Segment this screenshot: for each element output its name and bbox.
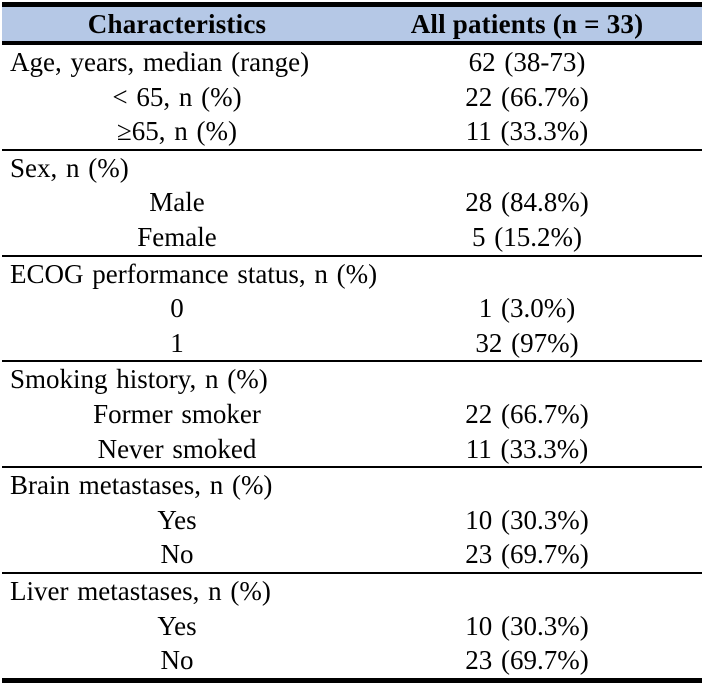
row-subitem-label: Male — [149, 187, 205, 218]
row-value — [352, 254, 702, 292]
table-row: 0 1 (3.0%) — [2, 291, 702, 326]
row-value: 11 (33.3%) — [465, 116, 589, 147]
table-row: Sex, n (%) — [2, 148, 702, 186]
row-subitem-label: Former smoker — [93, 398, 261, 429]
row-subitem-label: < 65, n (%) — [112, 81, 242, 112]
row-value: 23 (69.7%) — [465, 539, 589, 570]
row-value — [352, 360, 702, 397]
row-value: 11 (33.3%) — [465, 433, 589, 464]
header-cell-characteristics: Characteristics — [2, 4, 352, 45]
table-row: < 65, n (%) 22 (66.7%) — [2, 80, 702, 115]
row-subitem-label: No — [160, 539, 194, 570]
table-header: Characteristics All patients (n = 33) — [2, 4, 702, 45]
table-row: Male 28 (84.8%) — [2, 185, 702, 220]
table-row: Age, years, median (range) 62 (38-73) — [2, 43, 702, 80]
row-value: 22 (66.7%) — [465, 81, 589, 112]
table-row: Yes 10 (30.3%) — [2, 609, 702, 644]
row-subitem-label: Female — [137, 221, 217, 252]
table-body: Age, years, median (range) 62 (38-73) < 65… — [2, 43, 702, 680]
row-value: 62 (38-73) — [468, 47, 586, 77]
row-section-label: Smoking history, n (%) — [2, 360, 352, 397]
table-row: Female 5 (15.2%) — [2, 220, 702, 256]
table-row: Never smoked 11 (33.3%) — [2, 432, 702, 468]
header-cell-all-patients: All patients (n = 33) — [352, 4, 702, 45]
table-row: ECOG performance status, n (%) — [2, 254, 702, 292]
row-subitem-label: ≥65, n (%) — [116, 116, 238, 147]
row-subitem-label: No — [160, 645, 194, 676]
row-value — [352, 466, 702, 503]
table-row: No 23 (69.7%) — [2, 643, 702, 680]
row-section-label: Sex, n (%) — [2, 148, 352, 186]
table-row: Liver metastases, n (%) — [2, 571, 702, 609]
row-subitem-label: Never smoked — [97, 433, 257, 464]
row-value: 28 (84.8%) — [465, 187, 589, 218]
table-row: No 23 (69.7%) — [2, 537, 702, 573]
row-value: 22 (66.7%) — [465, 398, 589, 429]
table-row: 1 32 (97%) — [2, 326, 702, 362]
table-row: Smoking history, n (%) — [2, 360, 702, 397]
patient-characteristics-table: Characteristics All patients (n = 33) Ag… — [2, 2, 702, 683]
row-section-label: Liver metastases, n (%) — [2, 571, 352, 609]
row-value — [352, 148, 702, 186]
row-value: 10 (30.3%) — [465, 610, 589, 641]
row-subitem-label: 1 — [170, 327, 184, 358]
row-subitem-label: Yes — [157, 504, 197, 535]
row-value: 32 (97%) — [475, 327, 579, 358]
row-value: 10 (30.3%) — [465, 504, 589, 535]
header-row: Characteristics All patients (n = 33) — [2, 4, 702, 45]
table-row: Brain metastases, n (%) — [2, 466, 702, 503]
table-row: Former smoker 22 (66.7%) — [2, 397, 702, 432]
row-value: 23 (69.7%) — [465, 645, 589, 676]
row-value: 5 (15.2%) — [472, 221, 582, 252]
row-section-label: ECOG performance status, n (%) — [2, 254, 377, 292]
table-row: Yes 10 (30.3%) — [2, 503, 702, 538]
row-value: 1 (3.0%) — [478, 293, 576, 324]
table-row: ≥65, n (%) 11 (33.3%) — [2, 114, 702, 150]
row-section-label: Age, years, median (range) — [10, 47, 310, 77]
row-section-label: Brain metastases, n (%) — [2, 466, 352, 503]
row-subitem-label: Yes — [157, 610, 197, 641]
row-subitem-label: 0 — [170, 293, 184, 324]
row-value — [352, 571, 702, 609]
